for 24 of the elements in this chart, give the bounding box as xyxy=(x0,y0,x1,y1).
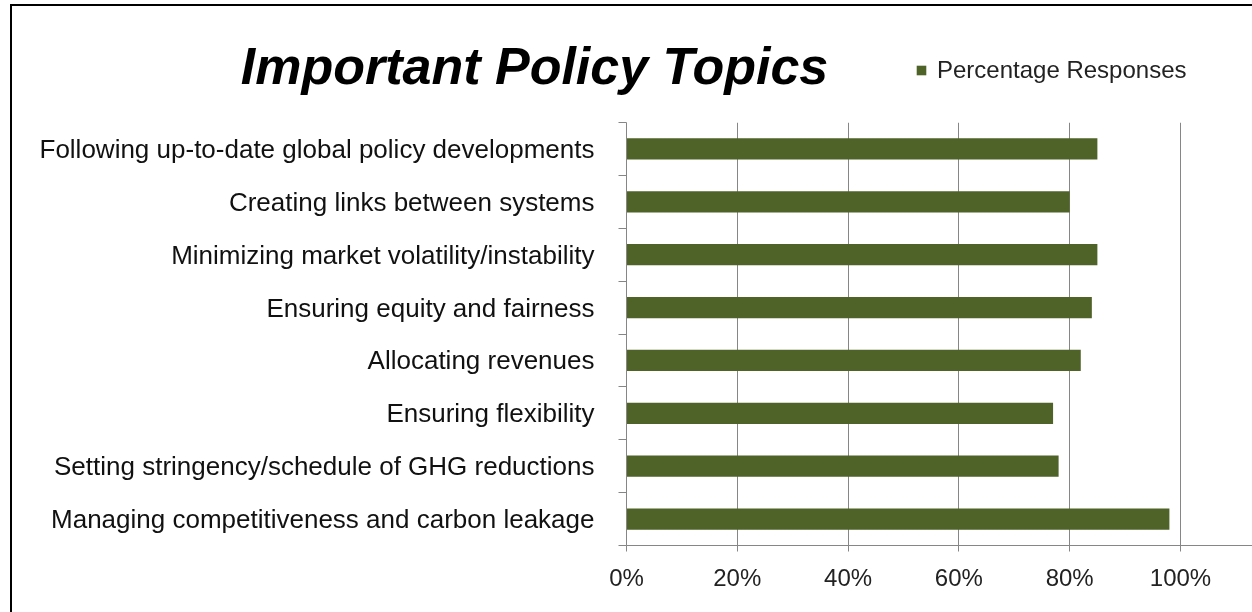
x-tick-label: 100% xyxy=(1149,563,1212,591)
bar xyxy=(626,296,1092,319)
x-tick-label: 0% xyxy=(609,563,644,591)
y-tick-label: Following up-to-date global policy developments xyxy=(39,133,595,164)
chart-title: Important Policy Topics xyxy=(240,36,829,95)
y-tick-label: Managing competitiveness and carbon leakage xyxy=(51,504,595,535)
x-tick-label: 80% xyxy=(1045,563,1094,591)
y-tick-label: Setting stringency/schedule of GHG reductions xyxy=(54,451,595,482)
y-tick-label: Minimizing market volatility/instability xyxy=(171,239,595,270)
bar xyxy=(626,508,1170,530)
x-tick-label: 40% xyxy=(824,563,873,591)
bar xyxy=(626,244,1098,266)
bar xyxy=(626,455,1059,477)
x-tick-label: 20% xyxy=(713,563,762,591)
legend-label: Percentage Responses xyxy=(937,56,1187,84)
bar xyxy=(626,138,1098,160)
x-tick-label: 60% xyxy=(934,563,983,591)
bar xyxy=(626,349,1081,372)
y-tick-label: Allocating revenues xyxy=(367,345,595,376)
y-tick-label: Ensuring equity and fairness xyxy=(266,292,595,323)
bar xyxy=(626,402,1054,424)
y-tick-label: Creating links between systems xyxy=(228,186,595,217)
bar xyxy=(626,191,1070,213)
y-tick-label: Ensuring flexibility xyxy=(386,398,595,429)
